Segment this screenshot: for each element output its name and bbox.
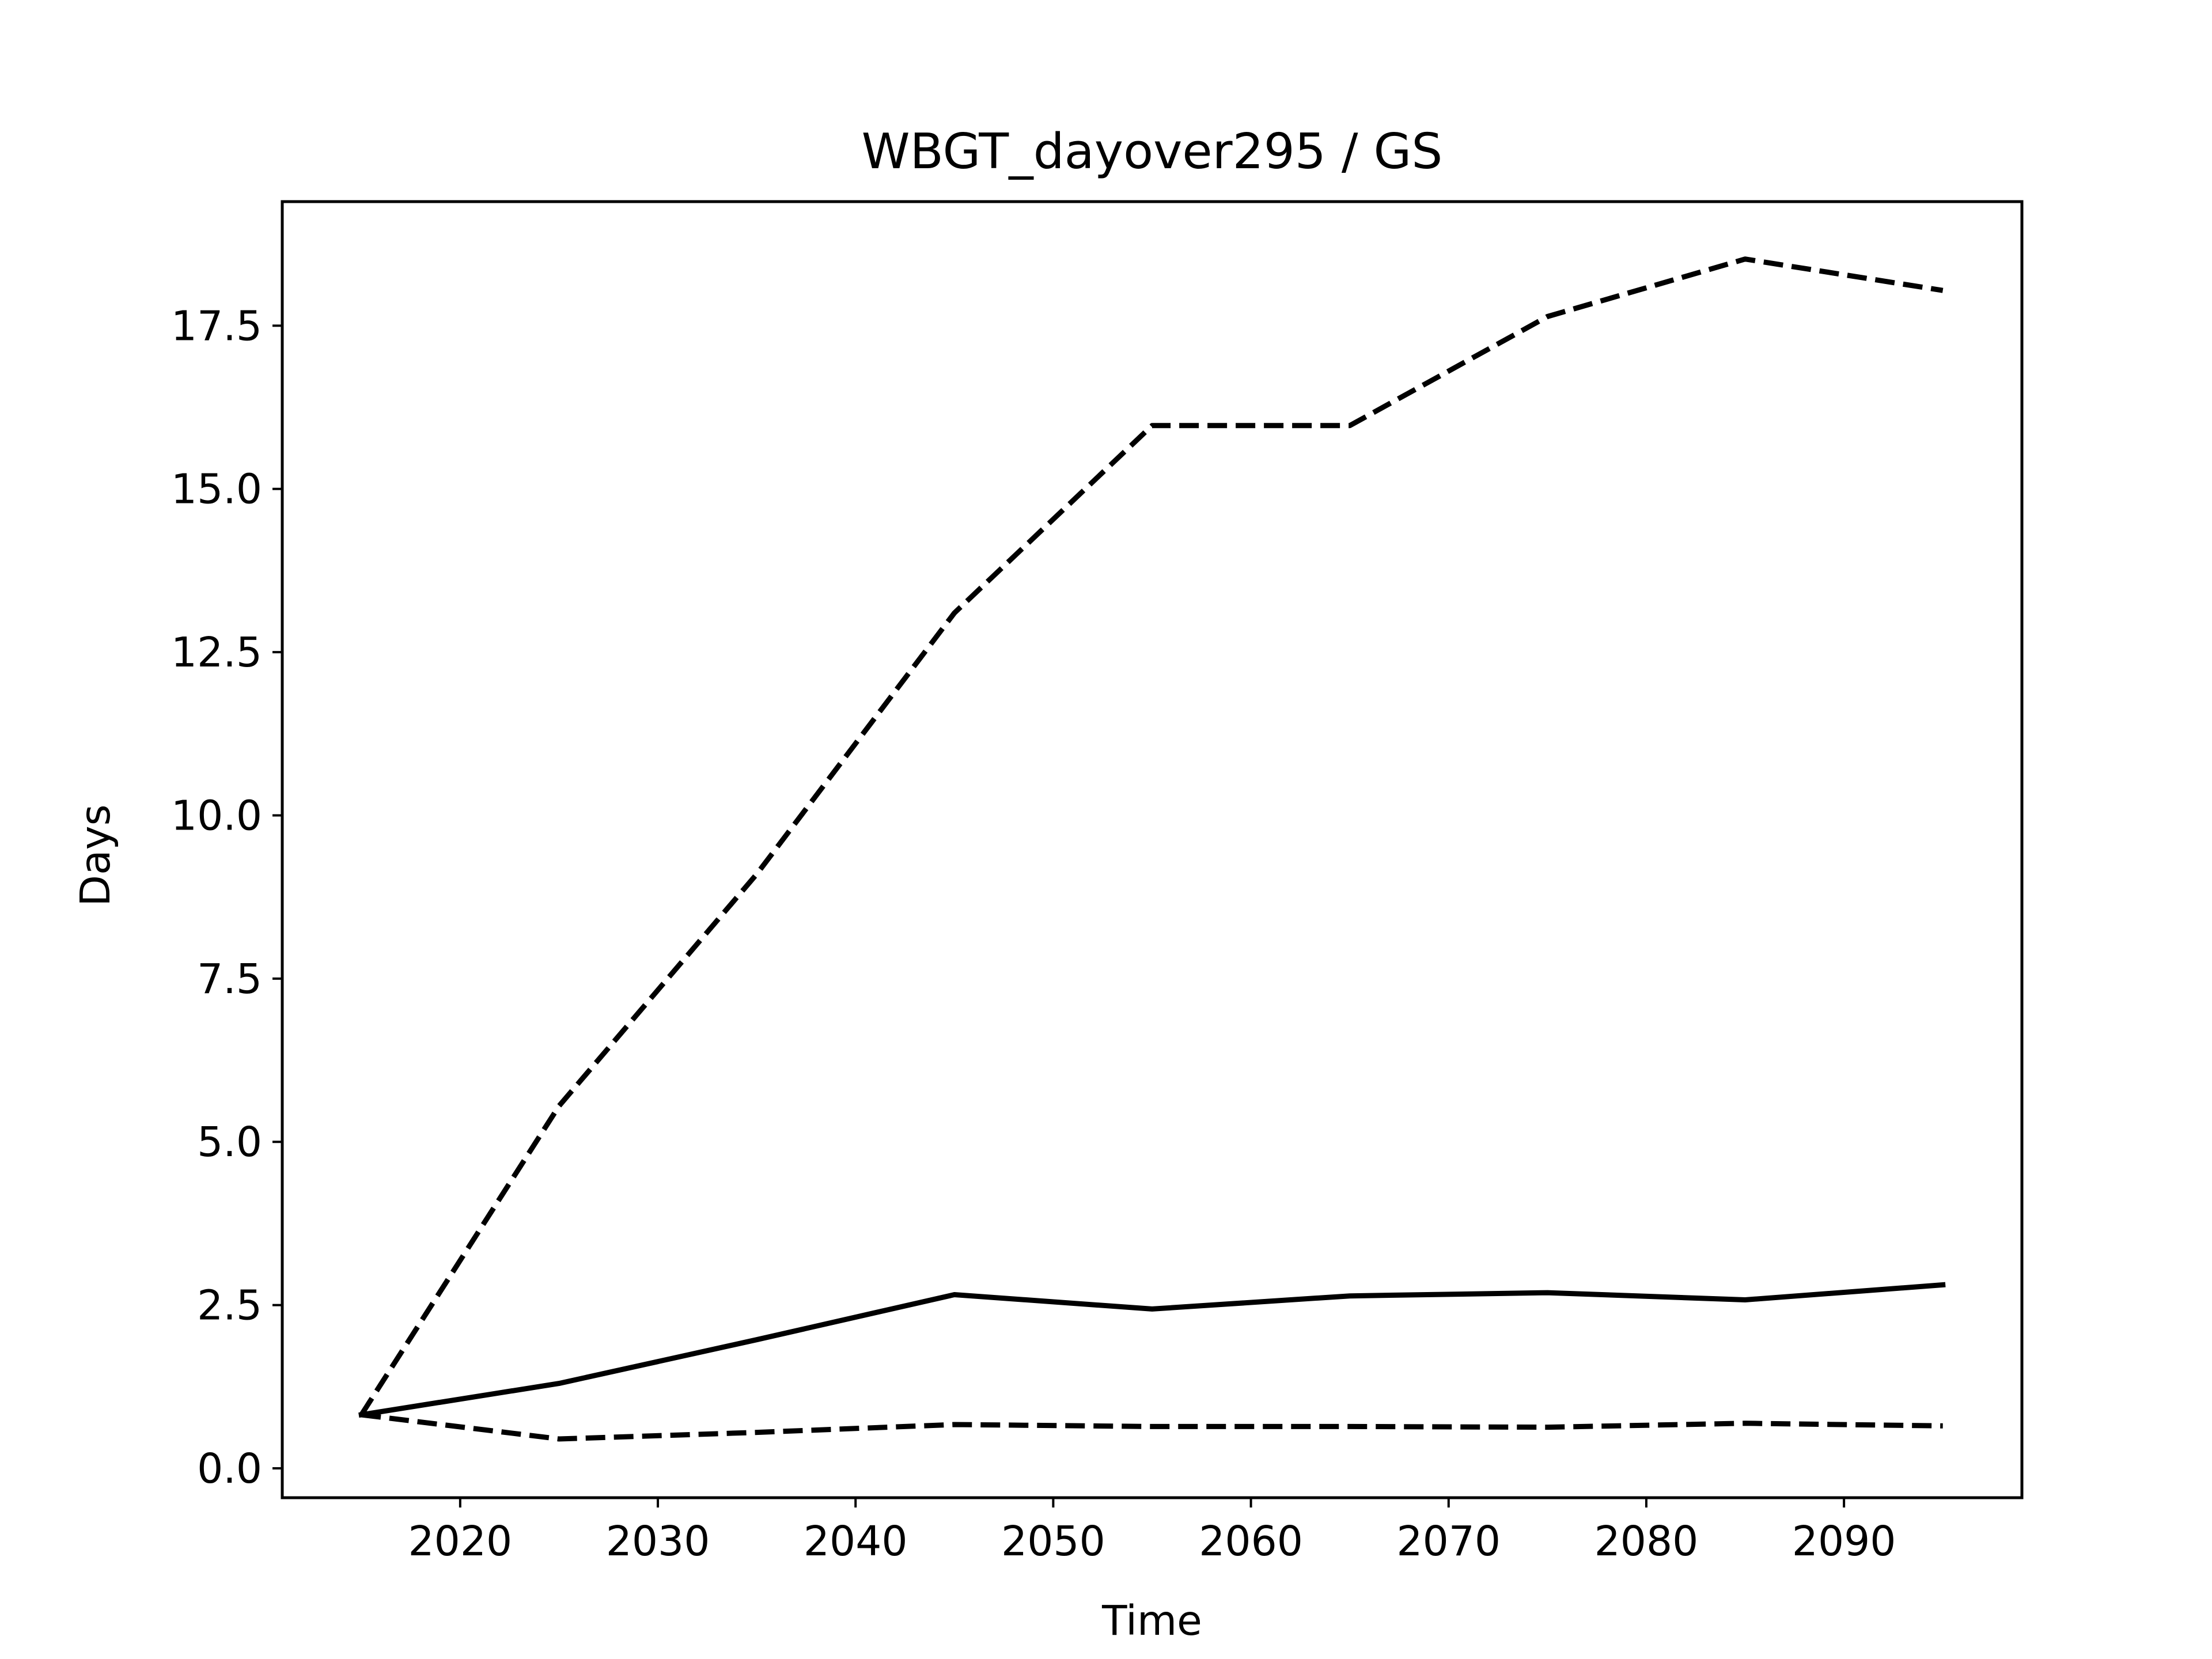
y-tick-label: 10.0 bbox=[171, 791, 262, 839]
plot-area-frame bbox=[281, 200, 2024, 1499]
x-tick-label: 2080 bbox=[1594, 1517, 1699, 1565]
x-tick-label: 2020 bbox=[408, 1517, 513, 1565]
y-tick-label: 5.0 bbox=[197, 1118, 262, 1166]
series-line-3-dashed bbox=[361, 1412, 1943, 1442]
x-axis-label: Time bbox=[1101, 1597, 1202, 1645]
x-axis: 2020 2030 2040 2050 2060 2070 2080 2090 bbox=[408, 1498, 1896, 1565]
x-tick-label: 2090 bbox=[1792, 1517, 1896, 1565]
series-line-1-dashed bbox=[359, 256, 1944, 1416]
y-tick-label: 0.0 bbox=[197, 1445, 262, 1493]
x-tick-label: 2060 bbox=[1199, 1517, 1303, 1565]
series-line-2-solid bbox=[358, 1282, 1946, 1418]
chart-title: WBGT_dayover295 / GS bbox=[862, 123, 1443, 180]
x-tick-label: 2030 bbox=[606, 1517, 710, 1565]
y-axis-label: Days bbox=[71, 804, 119, 906]
y-tick-label: 7.5 bbox=[197, 955, 262, 1003]
x-tick-label: 2070 bbox=[1396, 1517, 1501, 1565]
y-tick-label: 2.5 bbox=[197, 1282, 262, 1330]
y-tick-label: 15.0 bbox=[171, 465, 262, 513]
y-tick-label: 17.5 bbox=[171, 302, 262, 350]
series-layer bbox=[358, 256, 1946, 1442]
y-axis: 0.0 2.5 5.0 7.5 10.0 12.5 15.0 17.5 bbox=[171, 302, 282, 1493]
y-tick-label: 12.5 bbox=[171, 628, 262, 676]
x-tick-label: 2040 bbox=[804, 1517, 908, 1565]
x-tick-label: 2050 bbox=[1001, 1517, 1105, 1565]
